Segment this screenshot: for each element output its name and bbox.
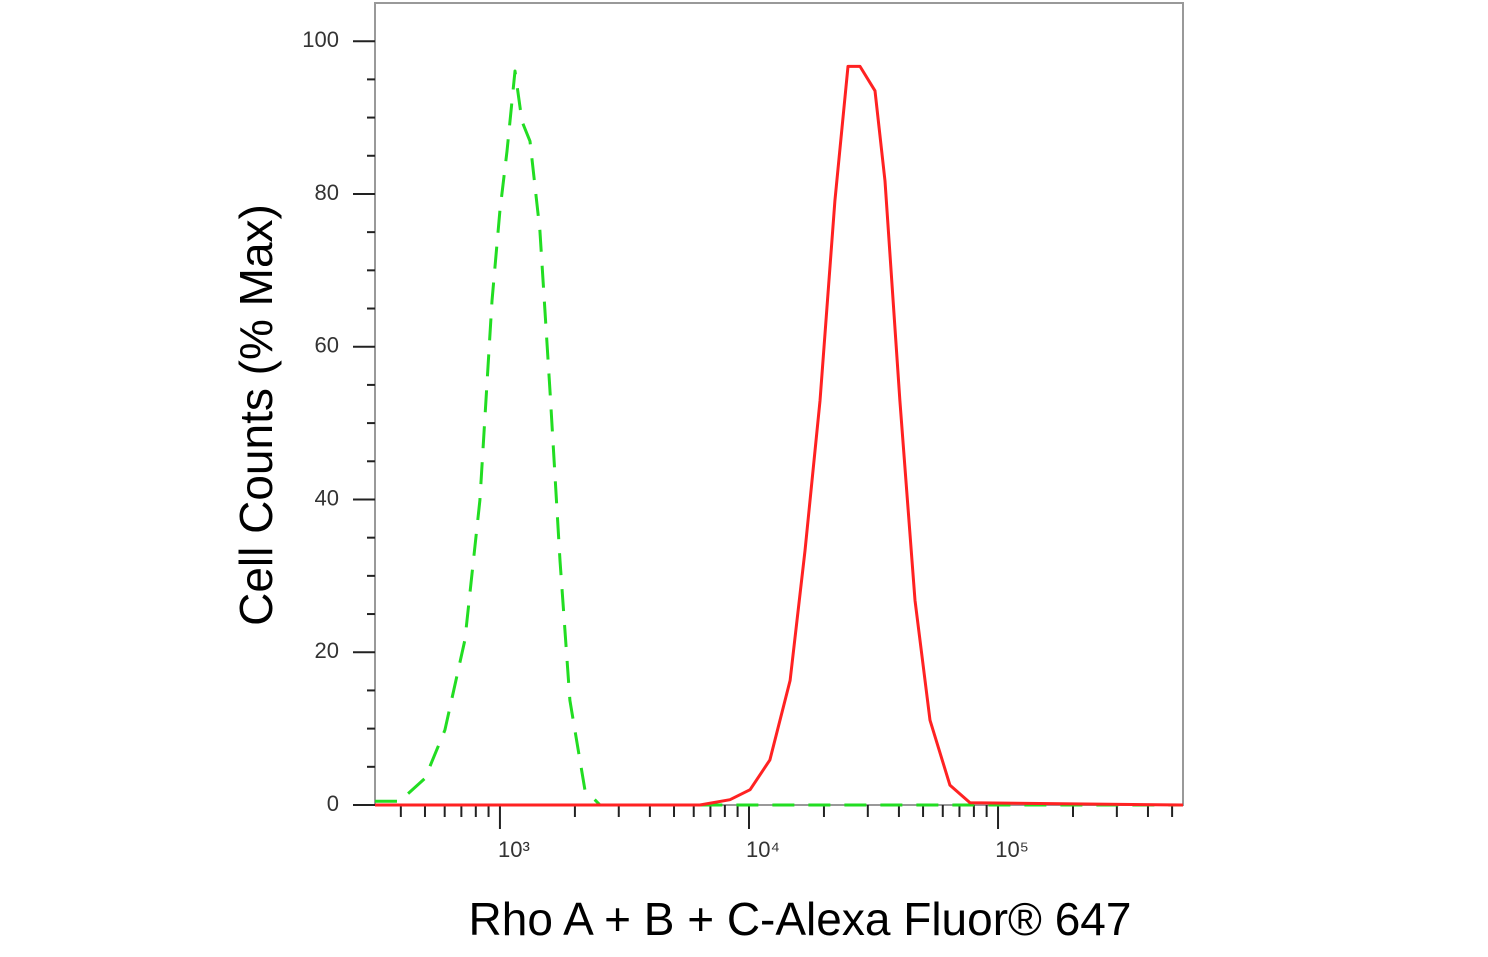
histogram-line [375, 69, 1183, 807]
y-tick-label: 80 [315, 180, 339, 205]
x-tick-label: 10⁵ [995, 837, 1029, 862]
y-tick-label: 20 [315, 638, 339, 663]
y-tick-label: 40 [315, 485, 339, 510]
x-axis-title: Rho A + B + C-Alexa Fluor® 647 [469, 893, 1132, 945]
y-tick-label: 100 [302, 27, 339, 52]
histogram-line [375, 64, 1184, 807]
x-tick-label: 10³ [498, 837, 530, 862]
plot-frame [374, 2, 1184, 806]
y-tick-label: 0 [327, 791, 339, 816]
y-tick-label: 60 [315, 333, 339, 358]
x-tick-label: 10⁴ [746, 837, 780, 862]
y-axis-title: Cell Counts (% Max) [230, 204, 282, 626]
